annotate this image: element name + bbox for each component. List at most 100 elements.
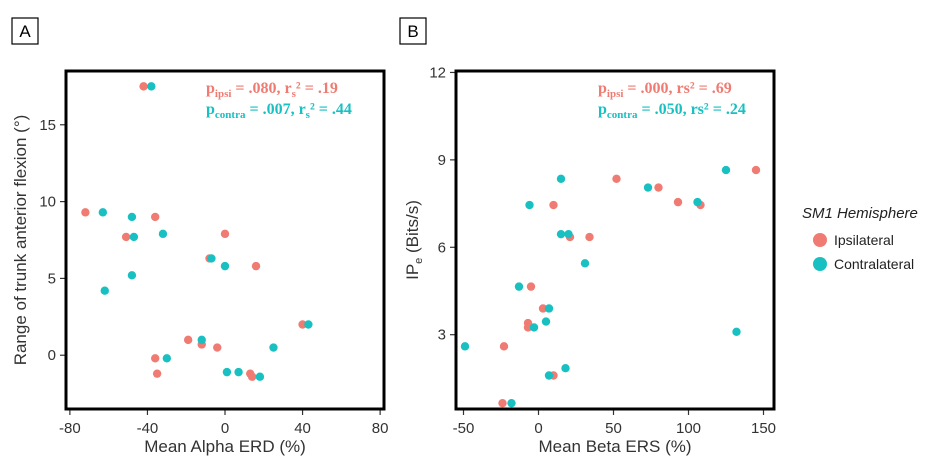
ipsilateral-point	[152, 369, 162, 378]
contralateral-point	[127, 271, 137, 280]
contralateral-point	[147, 82, 156, 91]
y-title-subscript: e	[413, 258, 425, 264]
panel-a: A -80 -40 0 40 80 0 5 10 15 Mean Alpha ERD (%) R…	[11, 17, 388, 456]
contralateral-point	[556, 229, 566, 239]
stat-p: p	[206, 80, 215, 97]
stat-values: = .050, rs² = .24	[637, 101, 745, 118]
contralateral-point	[529, 323, 539, 332]
panel-b-stat-ipsi: pipsi = .000, rs² = .69	[598, 80, 732, 100]
panel-a-x-axis-title: Mean Alpha ERD (%)	[144, 437, 306, 456]
y-tick-label: 10	[39, 194, 56, 211]
ipsilateral-point	[499, 342, 509, 351]
panel-a-points	[81, 82, 313, 381]
panel-a-y-axis-title: Range of trunk anterior flexion (°)	[11, 115, 30, 366]
legend: SM1 Hemisphere Ipsilateral Contralateral	[802, 205, 918, 272]
panel-a-plot-frame	[64, 69, 386, 411]
contralateral-point	[544, 371, 554, 380]
contralateral-point	[269, 343, 278, 352]
contralateral-point	[100, 286, 109, 295]
stat-r-subscript: s	[292, 88, 297, 100]
panel-a-stat-ipsi: pipsi = .080, rs² = .19	[206, 80, 338, 100]
stat-p: p	[598, 80, 607, 97]
ipsilateral-point	[673, 197, 683, 207]
x-tick-label: 150	[751, 420, 776, 437]
contralateral-point	[207, 254, 216, 263]
ipsilateral-point	[523, 323, 533, 332]
contralateral-point	[561, 364, 570, 373]
x-tick-label: -40	[137, 420, 159, 437]
stat-p-subscript: ipsi	[607, 88, 624, 100]
contralateral-point	[255, 372, 265, 381]
y-tick-label: 9	[438, 152, 446, 169]
stat-values: = .000, rs² = .69	[623, 80, 731, 97]
stat-p: p	[598, 101, 607, 118]
stat-p-subscript: contra	[215, 109, 246, 121]
stat-p-subscript: ipsi	[215, 88, 232, 100]
x-tick-label: 0	[221, 420, 229, 437]
x-tick-label: 50	[605, 420, 622, 437]
x-tick-label: 40	[294, 420, 311, 437]
x-tick-label: -80	[59, 420, 81, 437]
stat-p-subscript: contra	[607, 109, 638, 121]
panel-b-plot-frame	[454, 69, 776, 411]
ipsilateral-point	[549, 200, 558, 210]
contralateral-point	[127, 212, 137, 222]
legend-swatch-contralateral	[813, 257, 827, 271]
stat-r-tail: ² = .44	[310, 101, 352, 118]
panel-b-x-axis-title: Mean Beta ERS (%)	[538, 437, 691, 456]
panel-b-points	[460, 165, 761, 408]
contralateral-point	[732, 327, 741, 336]
panel-b-ticks: -50 0 50 100 150 3 6 9 12	[429, 64, 776, 437]
contralateral-point	[525, 200, 534, 210]
ipsilateral-point	[585, 232, 594, 242]
stat-p: p	[206, 101, 215, 118]
legend-title: SM1 Hemisphere	[802, 205, 918, 222]
legend-label-contralateral: Contralateral	[834, 256, 914, 272]
contralateral-point	[693, 197, 702, 207]
contralateral-point	[98, 208, 108, 217]
ipsilateral-point	[612, 174, 621, 184]
contralateral-point	[580, 259, 590, 268]
panel-a-ticks: -80 -40 0 40 80 0 5 10 15	[39, 117, 388, 437]
legend-swatch-ipsilateral	[813, 233, 827, 247]
y-tick-label: 6	[438, 239, 446, 256]
panel-a-stat-contra: pcontra = .007, rs² = .44	[206, 101, 352, 121]
ipsilateral-point	[183, 335, 193, 345]
y-tick-label: 15	[39, 117, 56, 134]
ipsilateral-point	[220, 229, 230, 239]
stat-r-subscript: s	[306, 109, 311, 121]
ipsilateral-point	[213, 343, 222, 352]
x-tick-label: -50	[453, 420, 475, 437]
contralateral-point	[162, 354, 172, 363]
panel-b-y-axis-title: IPe (Bits/s)	[403, 200, 425, 280]
y-tick-label: 12	[429, 64, 446, 81]
contralateral-point	[643, 183, 653, 192]
contralateral-point	[220, 261, 230, 271]
x-tick-label: 0	[534, 420, 542, 437]
y-title-main: IP	[403, 264, 422, 280]
panel-a-label: A	[19, 22, 31, 41]
y-tick-label: 3	[438, 327, 446, 344]
ipsilateral-point	[538, 304, 548, 313]
y-tick-label: 5	[48, 270, 56, 287]
contralateral-point	[222, 367, 232, 377]
ipsilateral-point	[247, 372, 257, 381]
contralateral-point	[460, 342, 470, 351]
y-title-tail: (Bits/s)	[403, 200, 422, 258]
contralateral-point	[556, 174, 566, 184]
ipsilateral-point	[751, 165, 761, 175]
ipsilateral-point	[498, 398, 507, 408]
ipsilateral-point	[150, 212, 160, 222]
x-tick-label: 80	[372, 420, 389, 437]
contralateral-point	[507, 398, 516, 408]
contralateral-point	[544, 304, 554, 313]
contralateral-point	[158, 229, 168, 239]
contralateral-point	[304, 320, 313, 329]
stat-values: = .007, r	[245, 101, 305, 118]
ipsilateral-point	[139, 82, 148, 91]
ipsilateral-point	[150, 354, 160, 363]
y-tick-label: 0	[48, 347, 56, 364]
ipsilateral-point	[121, 232, 131, 242]
contralateral-point	[541, 317, 551, 326]
panel-b-stat-contra: pcontra = .050, rs² = .24	[598, 101, 746, 121]
